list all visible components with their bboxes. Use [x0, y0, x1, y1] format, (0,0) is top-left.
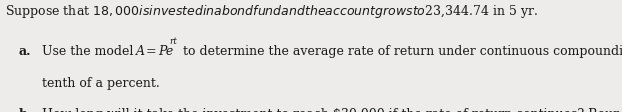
Text: a.: a.	[19, 45, 31, 58]
Text: A: A	[136, 45, 144, 58]
Text: =: =	[142, 45, 160, 58]
Text: Suppose that $18,000 is invested in a bond fund and the account grows to $23,344: Suppose that $18,000 is invested in a bo…	[5, 3, 538, 20]
Text: Pe: Pe	[158, 45, 174, 58]
Text: rt: rt	[169, 37, 177, 46]
Text: tenth of a percent.: tenth of a percent.	[42, 76, 160, 89]
Text: How long will it take the investment to reach $30,000 if the rate of return cont: How long will it take the investment to …	[42, 108, 622, 112]
Text: Use the model: Use the model	[42, 45, 137, 58]
Text: to determine the average rate of return under continuous compounding. Round to t: to determine the average rate of return …	[179, 45, 622, 58]
Text: b.: b.	[19, 108, 32, 112]
